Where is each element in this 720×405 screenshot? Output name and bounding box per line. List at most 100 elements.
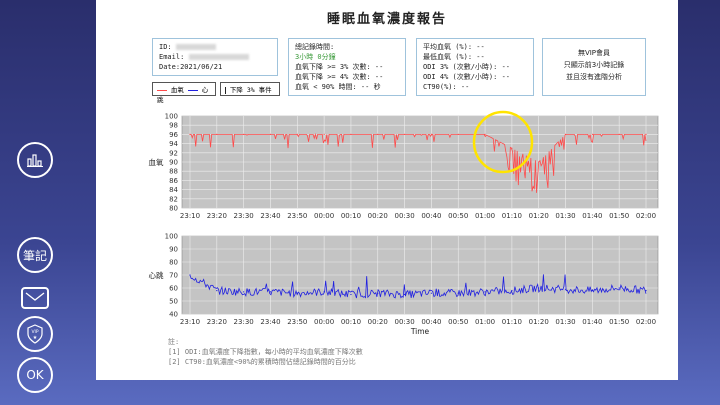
x-tick-label: 01:20: [529, 212, 549, 220]
x-tick-label: 02:00: [636, 318, 656, 326]
y-tick-label: 88: [169, 168, 178, 176]
x-tick-label: 23:20: [207, 318, 227, 326]
vip-line3: 並且沒有進階分析: [566, 73, 622, 81]
below90-row: 血氧 < 90% 時間: -- 秒: [295, 83, 381, 91]
x-tick-label: 23:30: [234, 318, 254, 326]
data-point: [564, 133, 567, 135]
y-tick-label: 70: [169, 272, 178, 280]
data-point: [618, 287, 620, 289]
x-tick-label: 23:50: [287, 212, 307, 220]
legend-hr-label: 心跳: [157, 86, 209, 104]
y-tick-label: 100: [165, 233, 178, 241]
y-tick-label: 80: [169, 259, 178, 267]
odi3-row: ODI 3% (次數/小時): --: [423, 63, 511, 71]
id-redacted: [175, 44, 216, 50]
y-tick-label: 98: [169, 122, 178, 130]
data-point: [296, 292, 298, 294]
id-label: ID:: [159, 43, 172, 51]
summary-box: 總記錄時間: 3小時 0分鐘 血氧下降 >= 3% 次數: -- 血氧下降 >=…: [288, 38, 406, 96]
y-tick-label: 96: [169, 131, 178, 139]
x-tick-label: 01:10: [502, 318, 522, 326]
bar-chart-icon[interactable]: [17, 142, 53, 178]
date-row: Date:2021/06/21: [159, 63, 223, 71]
data-point: [323, 133, 325, 135]
x-tick-label: 00:30: [394, 318, 414, 326]
x-tick-label: 00:10: [341, 212, 361, 220]
envelope-icon[interactable]: [21, 287, 49, 309]
data-point: [538, 161, 540, 163]
x-tick-label: 00:20: [368, 212, 388, 220]
x-tick-label: 01:40: [582, 212, 602, 220]
data-point: [350, 133, 352, 135]
email-row: Email:: [159, 52, 271, 62]
ok-button[interactable]: OK: [17, 357, 53, 393]
x-tick-label: 01:10: [502, 212, 522, 220]
x-tick-label: 01:30: [555, 212, 575, 220]
y-tick-label: 92: [169, 149, 178, 157]
x-tick-label: 01:50: [609, 212, 629, 220]
sidebar: 筆記 VIP ★ OK: [0, 0, 72, 405]
note-odi: [1] ODI:血氧濃度下降指數，每小時的平均血氧濃度下降次數: [168, 348, 363, 356]
y-tick-label: 80: [169, 205, 178, 213]
data-point: [457, 292, 459, 294]
x-tick-label: 00:00: [314, 212, 334, 220]
envelope-glyph: [25, 292, 45, 301]
x-tick-label: 01:20: [529, 318, 549, 326]
page-title: 睡眠血氧濃度報告: [326, 12, 447, 27]
email-label: Email:: [159, 53, 185, 61]
stats-box: 平均血氧 (%): -- 最低血氧 (%): -- ODI 3% (次數/小時)…: [416, 38, 534, 96]
y-tick-label: 82: [169, 195, 178, 203]
note-ct90: [2] CT90:血氧濃度<90%的累積時間佔總記錄時間的百分比: [168, 358, 356, 366]
x-tick-label: 23:20: [207, 212, 227, 220]
x-tick-label: 23:40: [260, 318, 280, 326]
x-tick-label: 00:20: [368, 318, 388, 326]
star-icon: ★: [33, 335, 38, 341]
heart-rate-chart: 40 50 60 70 80 90 100 23:10 23:20 23:30 23:40 23:50…: [149, 233, 659, 336]
data-point: [189, 274, 191, 276]
data-point: [645, 133, 647, 135]
y-tick-label: 86: [169, 177, 178, 185]
data-point: [591, 133, 593, 135]
vip-line1: 無VIP會員: [577, 49, 611, 57]
data-point: [618, 133, 620, 135]
x-tick-label: 23:30: [234, 212, 254, 220]
x-tick-label: 23:10: [180, 212, 200, 220]
spo2-series-line: [190, 132, 647, 193]
x-tick-label: 00:50: [448, 212, 468, 220]
vip-notice-box: 無VIP會員 只顯示前3小時記錄 並且沒有進階分析: [542, 38, 646, 96]
data-point: [216, 290, 218, 292]
y-axis-label: 血氧: [149, 157, 164, 167]
data-point: [269, 291, 272, 293]
heart-rate-series-line: [189, 274, 647, 299]
email-redacted: [188, 54, 249, 60]
min-row: 最低血氧 (%): --: [423, 53, 485, 61]
data-point: [484, 291, 486, 293]
x-tick-label: 01:50: [609, 318, 629, 326]
legend-spo2-label: 血氧: [170, 86, 184, 94]
legend-event-label: 下降 3% 事件: [229, 86, 272, 94]
data-point: [377, 133, 379, 135]
drop3-row: 血氧下降 >= 3% 次數: --: [295, 63, 384, 71]
record-time-label: 總記錄時間:: [295, 43, 335, 51]
x-axis-label: Time: [410, 327, 430, 336]
data-point: [350, 293, 352, 296]
vip-badge-icon[interactable]: VIP ★: [17, 316, 53, 352]
y-tick-label: 50: [169, 298, 178, 306]
data-point: [457, 133, 459, 135]
ct90-row: CT90(%): --: [423, 83, 470, 91]
data-point: [243, 133, 245, 135]
shield-icon: VIP ★: [27, 324, 43, 344]
bar-chart-glyph: [27, 154, 43, 167]
x-tick-label: 01:00: [475, 212, 495, 220]
notes-button[interactable]: 筆記: [17, 237, 53, 273]
x-tick-label: 00:50: [448, 318, 468, 326]
y-tick-label: 94: [169, 140, 178, 148]
x-tick-label: 01:30: [555, 318, 575, 326]
spo2-legend-swatch: [157, 89, 167, 91]
data-point: [564, 288, 567, 290]
vip-line2: 只顯示前3小時記錄: [563, 61, 625, 69]
x-tick-label: 00:40: [421, 212, 441, 220]
notes-label: 筆記: [22, 248, 47, 263]
y-axis-label: 心跳: [149, 270, 164, 280]
data-point: [296, 133, 298, 135]
